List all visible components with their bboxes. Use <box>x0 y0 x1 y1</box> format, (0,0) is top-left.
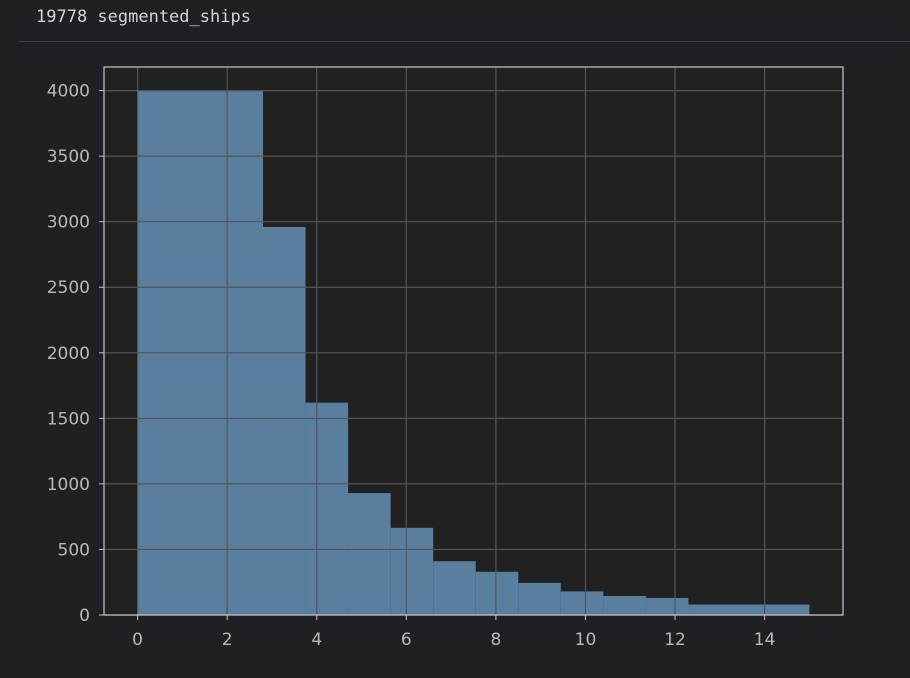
x-tick-label-4: 4 <box>311 630 322 650</box>
y-tick-label-3000: 3000 <box>47 213 90 233</box>
histogram-bar-7 <box>518 582 561 615</box>
x-tick-label-12: 12 <box>664 630 686 650</box>
histogram-bar-6 <box>475 571 519 615</box>
histogram-bar-2 <box>305 402 349 615</box>
histogram-bar-3 <box>348 493 391 615</box>
output-separator <box>18 41 910 42</box>
x-tick-label-10: 10 <box>575 630 597 650</box>
histogram-bar-8 <box>560 591 604 615</box>
y-tick-label-3500: 3500 <box>47 147 90 167</box>
histogram-bar-11 <box>688 604 810 615</box>
axes-frame <box>103 66 844 616</box>
y-tick-label-500: 500 <box>58 540 90 560</box>
x-tick-label-8: 8 <box>490 630 501 650</box>
y-tick-label-2500: 2500 <box>47 278 90 298</box>
histogram-bar-10 <box>645 597 689 615</box>
x-tick-label-0: 0 <box>132 630 143 650</box>
x-tick-label-6: 6 <box>401 630 412 650</box>
histogram-bar-9 <box>603 595 646 615</box>
histogram-bar-1 <box>262 226 306 616</box>
x-tick-label-14: 14 <box>754 630 776 650</box>
output-text: 19778 segmented_ships <box>36 7 251 27</box>
y-tick-label-1500: 1500 <box>47 409 90 429</box>
y-tick-label-2000: 2000 <box>47 344 90 364</box>
y-tick-label-4000: 4000 <box>47 82 90 102</box>
y-tick-label-1000: 1000 <box>47 475 90 495</box>
x-tick-label-2: 2 <box>222 630 233 650</box>
histogram-bar-5 <box>433 561 476 615</box>
y-tick-label-0: 0 <box>79 606 90 626</box>
histogram-bar-4 <box>390 527 434 615</box>
